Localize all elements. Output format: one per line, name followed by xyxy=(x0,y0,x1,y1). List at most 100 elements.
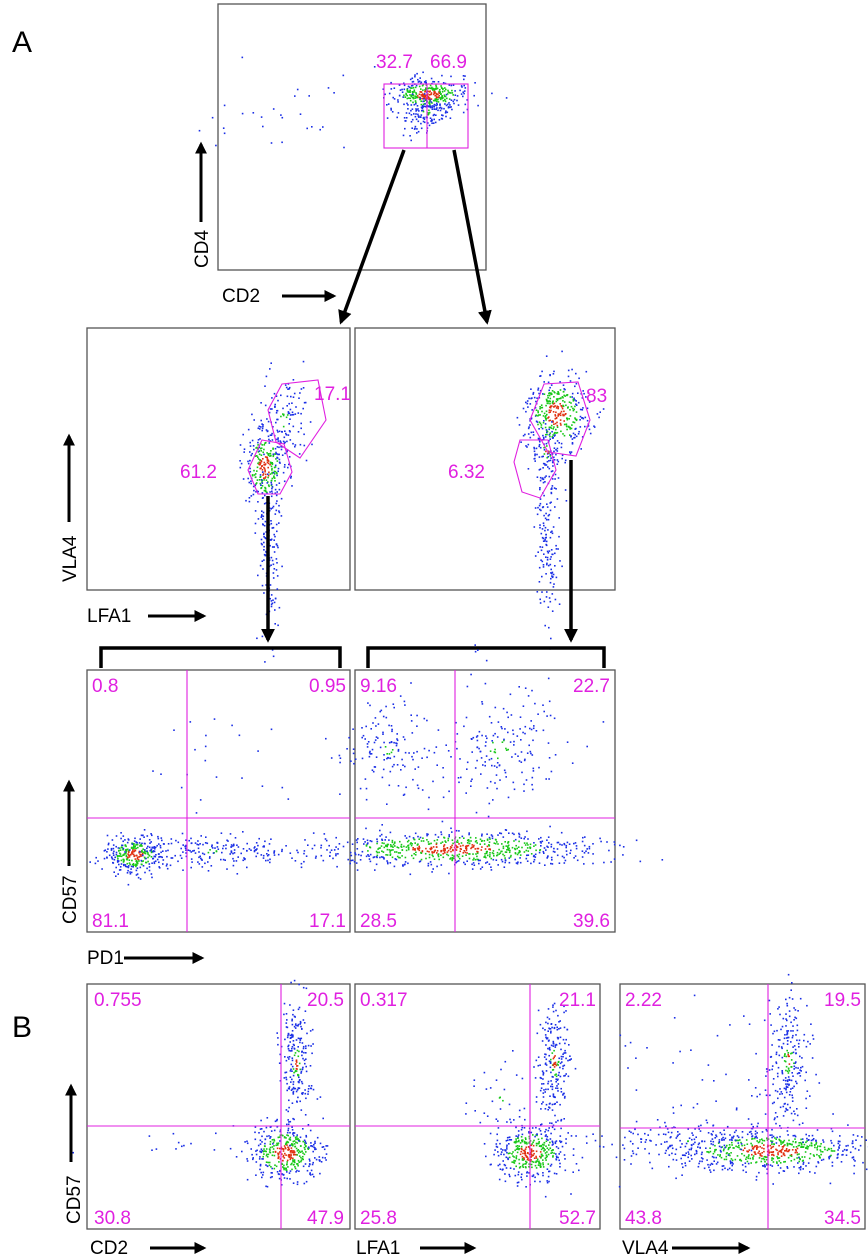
cell-dot xyxy=(416,128,418,130)
cell-dot xyxy=(551,453,554,455)
cell-dot xyxy=(476,739,479,742)
cell-dot xyxy=(274,513,277,515)
cell-dot xyxy=(565,846,567,849)
cell-dot xyxy=(286,440,288,443)
cell-dot xyxy=(273,1154,276,1157)
cell-dot xyxy=(546,1151,548,1153)
cell-dot xyxy=(560,430,562,433)
cell-dot xyxy=(267,1161,269,1164)
cell-dot xyxy=(566,841,569,844)
cell-dot xyxy=(463,861,465,864)
cell-dot xyxy=(578,430,580,433)
cell-dot xyxy=(532,1154,535,1157)
cell-dot xyxy=(355,862,358,864)
cell-dot xyxy=(119,869,122,871)
cell-dot xyxy=(272,426,274,428)
cell-dot xyxy=(479,1121,482,1124)
cell-dot xyxy=(545,1064,548,1066)
cell-dot xyxy=(131,843,134,845)
cell-dot xyxy=(496,854,498,857)
cell-dot xyxy=(476,855,478,858)
cell-dot xyxy=(553,396,555,398)
cell-dot xyxy=(709,1147,711,1149)
cell-dot xyxy=(772,1161,775,1163)
cell-dot xyxy=(311,126,313,128)
cell-dot xyxy=(264,537,266,539)
cell-dot xyxy=(295,1070,298,1072)
cell-dot xyxy=(582,836,584,839)
cell-dot xyxy=(540,1133,543,1135)
cell-dot xyxy=(411,854,413,857)
cell-dot xyxy=(441,91,444,93)
cell-dot xyxy=(422,71,424,74)
cell-dot xyxy=(135,865,137,868)
cell-dot xyxy=(548,1054,550,1057)
cell-dot xyxy=(181,1145,183,1148)
cell-dot xyxy=(357,853,360,856)
cell-dot xyxy=(516,847,518,850)
cell-dot xyxy=(273,852,275,854)
cell-dot xyxy=(458,843,460,845)
cell-dot xyxy=(558,1028,560,1030)
cell-dot xyxy=(553,1066,556,1068)
cell-dot xyxy=(527,838,529,840)
cell-dot xyxy=(523,1127,526,1129)
cell-dot xyxy=(407,85,410,88)
cell-dot xyxy=(760,1160,763,1163)
cell-dot xyxy=(536,591,539,593)
cell-dot xyxy=(393,755,396,758)
cell-dot xyxy=(276,1118,278,1121)
cell-dot xyxy=(532,431,535,433)
cell-dot xyxy=(304,1148,306,1151)
cell-dot xyxy=(266,1135,268,1138)
cell-dot xyxy=(294,413,297,415)
cell-dot xyxy=(391,856,394,859)
cell-dot xyxy=(538,1128,541,1130)
cell-dot xyxy=(403,82,405,85)
cell-dot xyxy=(539,488,541,491)
cell-dot xyxy=(571,762,574,764)
cell-dot xyxy=(162,850,164,852)
cell-dot xyxy=(473,844,475,847)
cell-dot xyxy=(438,858,440,861)
cell-dot xyxy=(300,1160,302,1163)
cell-dot xyxy=(455,849,458,851)
cell-dot xyxy=(562,1038,565,1041)
cell-dot xyxy=(518,1158,520,1161)
cell-dot xyxy=(548,1027,550,1030)
cell-dot xyxy=(546,453,549,455)
cell-dot xyxy=(450,857,452,859)
cell-dot xyxy=(390,88,393,90)
cell-dot xyxy=(141,853,144,855)
cell-dot xyxy=(541,591,543,593)
cell-dot xyxy=(449,848,452,850)
cell-dot xyxy=(560,442,563,445)
cell-dot xyxy=(394,845,396,847)
cell-dot xyxy=(267,476,269,479)
cell-dot xyxy=(791,1149,794,1151)
cell-dot xyxy=(563,434,566,437)
cell-dot xyxy=(456,99,458,102)
cell-dot xyxy=(420,122,422,125)
cell-dot xyxy=(296,1134,298,1136)
cell-dot xyxy=(559,843,561,846)
cell-dot xyxy=(793,1166,795,1168)
cell-dot xyxy=(554,1061,557,1064)
cell-dot xyxy=(415,108,417,110)
cell-dot xyxy=(434,94,436,97)
cell-dot xyxy=(517,1181,520,1184)
cell-dot xyxy=(531,776,534,779)
cell-dot xyxy=(302,1128,304,1130)
cell-dot xyxy=(279,1134,282,1136)
cell-dot xyxy=(411,84,414,87)
cell-dot xyxy=(776,1162,778,1164)
cell-dot xyxy=(492,741,494,744)
cell-dot xyxy=(302,986,305,989)
cell-dot xyxy=(301,1042,304,1044)
cell-dot xyxy=(565,1073,567,1075)
cell-dot xyxy=(262,515,265,518)
cell-dot xyxy=(739,1148,742,1150)
cell-dot xyxy=(442,852,444,855)
cell-dot xyxy=(830,1139,832,1142)
cell-dot xyxy=(560,1055,563,1058)
